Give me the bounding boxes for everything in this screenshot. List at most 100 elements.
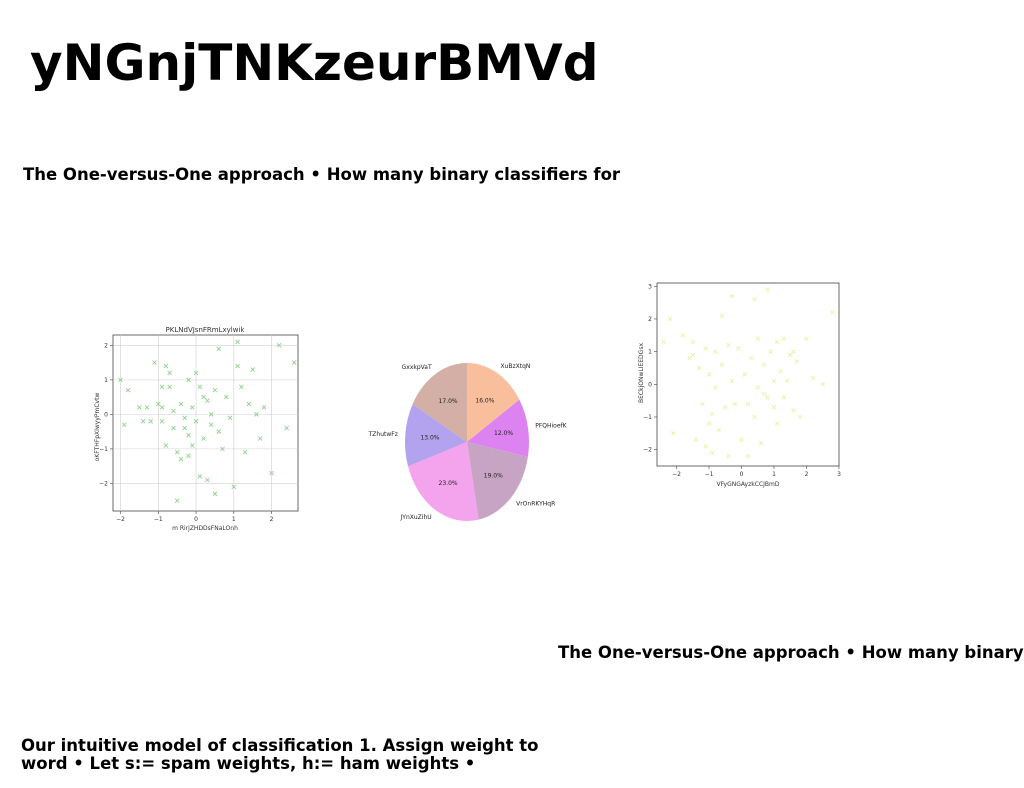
scatter-point (235, 339, 240, 345)
scatter-point (208, 412, 214, 417)
scatter-point (810, 375, 816, 381)
scatter-point (781, 395, 787, 400)
scatter-point (716, 427, 722, 433)
scatter-point (755, 336, 761, 341)
scatter-point (778, 368, 783, 374)
text-block-3: Our intuitive model of classification 1.… (21, 736, 539, 773)
scatter-point (174, 498, 180, 503)
scatter-point (186, 453, 191, 459)
scatter-point (250, 367, 256, 372)
scatter-point (690, 339, 696, 345)
scatter-point (722, 404, 728, 410)
scatter-point (719, 362, 725, 368)
y-axis-label: BECkjONwLIEEDGsx (638, 343, 645, 403)
pie-slice (467, 399, 529, 457)
plot-frame (656, 282, 840, 467)
pie-percent-label: 16.0% (475, 397, 494, 404)
scatter-point (201, 394, 206, 400)
y-axis-label: oKFTHFpXIwyyPmCvtw (94, 393, 101, 462)
pie-slice-label: VrOnRKYHqR (516, 500, 555, 507)
x-tick-label: 0 (740, 471, 744, 478)
scatter-point (140, 418, 146, 424)
scatter-point (729, 293, 735, 299)
scatter-point (178, 456, 184, 462)
pie-slice-label: PFQHioefK (535, 423, 567, 430)
scatter-point (804, 336, 809, 341)
pie-percent-label: 17.0% (439, 398, 458, 405)
scatter-point (667, 316, 673, 322)
scatter-point (729, 378, 735, 384)
scatter-point (193, 370, 199, 376)
scatter-point (182, 415, 188, 421)
scatter-point (155, 401, 161, 407)
scatter-point (174, 450, 180, 455)
scatter-point (709, 450, 715, 456)
scatter-point (739, 437, 744, 443)
y-tick-label: −1 (643, 414, 652, 421)
y-tick-label: 1 (104, 377, 108, 384)
scatter-point (291, 360, 297, 365)
pie-slice (467, 442, 528, 520)
scatter-point (709, 411, 715, 417)
scatter-point (791, 349, 796, 354)
pie-slice-label: GxxkpVaT (402, 364, 432, 371)
y-tick-label: −2 (99, 480, 108, 487)
chart-title: PKLNdVJsnFRmLxylwik (166, 326, 246, 334)
scatter-point (768, 349, 774, 354)
pie-percent-label: 19.0% (484, 473, 503, 480)
y-tick-label: 2 (104, 342, 108, 349)
scatter-point (231, 484, 237, 490)
x-tick-label: −2 (672, 471, 681, 478)
scatter-point (703, 346, 709, 351)
scatter-point (706, 421, 712, 426)
scatter-point (276, 343, 282, 348)
pie-slice (412, 363, 467, 442)
scatter-point (771, 404, 777, 410)
scatter-point (761, 362, 767, 368)
data-points (661, 287, 835, 459)
pie-slice (408, 442, 479, 521)
scatter-point (758, 440, 764, 446)
scatter-chart-right: VFyGNGAyzkCCJBmD BECkjONwLIEEDGsx −2 −1 0 1… (638, 282, 841, 488)
scatter-point (159, 405, 165, 410)
scatter-point (752, 297, 757, 302)
x-tick-label: 2 (805, 471, 809, 478)
pie-slices (405, 363, 529, 521)
y-tick-label: 1 (648, 349, 652, 356)
x-tick-label: 1 (232, 516, 236, 523)
scatter-point (774, 421, 780, 426)
scatter-point (254, 412, 259, 417)
pie-chart: 16.0% XuBzXtqN 12.0% PFQHioefK 19.0% VrOnRKYH… (368, 363, 568, 521)
scatter-point (201, 436, 206, 441)
y-tick-label: 0 (648, 381, 652, 388)
scatter-point (205, 477, 210, 483)
scatter-point (212, 491, 218, 497)
plot-frame (112, 334, 299, 512)
scatter-point (152, 360, 157, 365)
scatter-point (719, 313, 725, 318)
pie-labels: 16.0% XuBzXtqN 12.0% PFQHioefK 19.0% VrOnRKYH… (368, 363, 568, 521)
scatter-point (186, 432, 191, 438)
scatter-point (261, 405, 267, 410)
scatter-point (246, 401, 252, 407)
x-tick-label: −1 (154, 516, 163, 523)
scatter-point (257, 436, 263, 441)
scatter-point (752, 414, 757, 420)
scatter-point (735, 346, 741, 351)
text-block-1: The One-versus-One approach • How many b… (23, 165, 621, 184)
scatter-point (189, 443, 195, 448)
pie-slice (467, 363, 520, 442)
scatter-point (171, 425, 176, 431)
scatter-point (693, 437, 699, 443)
scatter-point (159, 384, 165, 390)
scatter-point (713, 349, 718, 354)
scatter-point (830, 310, 835, 315)
x-tick-label: −1 (705, 471, 714, 478)
scatter-point (167, 370, 172, 376)
scatter-point (745, 401, 751, 407)
scatter-point (690, 352, 696, 358)
y-tick-label: −1 (99, 446, 108, 453)
scatter-point (182, 425, 188, 431)
scatter-point (774, 339, 780, 345)
scatter-point (791, 408, 796, 413)
